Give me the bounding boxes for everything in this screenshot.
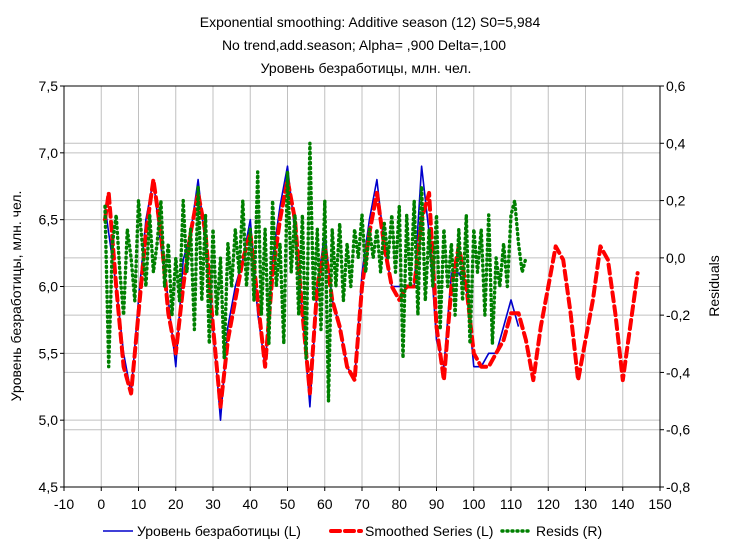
y-left-tick-label: 5,5 — [39, 345, 59, 361]
y-axis-right-label: Residuals — [706, 255, 722, 316]
legend-label: Уровень безработицы (L) — [137, 523, 301, 539]
x-tick-label: 60 — [317, 496, 333, 512]
x-tick-label: 100 — [462, 496, 486, 512]
x-tick-label: 140 — [611, 496, 635, 512]
legend-label: Smoothed Series (L) — [365, 523, 493, 539]
x-tick-label: 40 — [242, 496, 258, 512]
chart-title-line-1: Exponential smoothing: Additive season (… — [200, 14, 541, 30]
y-right-tick-label: 0,2 — [666, 193, 686, 209]
x-tick-label: 90 — [429, 496, 445, 512]
x-tick-label: 10 — [131, 496, 147, 512]
x-tick-label: 70 — [354, 496, 370, 512]
tick-layer: -10 0 10 20 30 40 50 60 70 80 90 100 110 120 130 140 150… — [39, 78, 691, 512]
y-left-tick-label: 4,5 — [39, 479, 59, 495]
x-tick-label: 80 — [391, 496, 407, 512]
chart-title: Exponential smoothing: Additive season (… — [200, 14, 541, 76]
chart-title-line-3: Уровень безработицы, млн. чел. — [261, 60, 472, 76]
y-left-tick-label: 5,0 — [39, 412, 59, 428]
y-left-tick-label: 6,5 — [39, 212, 59, 228]
x-tick-label: 130 — [574, 496, 598, 512]
x-tick-label: 150 — [648, 496, 672, 512]
y-right-tick-label: -0,6 — [666, 422, 690, 438]
x-tick-label: 50 — [280, 496, 296, 512]
y-right-tick-label: -0,4 — [666, 364, 690, 380]
y-right-tick-label: 0,0 — [666, 250, 686, 266]
series-layer — [103, 141, 640, 421]
legend-label: Resids (R) — [536, 523, 602, 539]
y-left-tick-label: 7,0 — [39, 145, 59, 161]
y-left-tick-label: 6,0 — [39, 279, 59, 295]
y-right-tick-label: -0,8 — [666, 479, 690, 495]
legend: Уровень безработицы (L) Smoothed Series (… — [103, 523, 602, 539]
y-right-tick-label: 0,6 — [666, 78, 686, 94]
x-tick-label: -10 — [54, 496, 74, 512]
x-tick-label: 110 — [500, 496, 523, 512]
y-left-tick-label: 7,5 — [39, 78, 59, 94]
x-tick-label: 30 — [205, 496, 221, 512]
y-axis-left-label: Уровень безработицы, млн. чел. — [8, 191, 24, 402]
x-tick-label: 120 — [537, 496, 561, 512]
series-line-resids-r — [103, 141, 528, 403]
chart-title-line-2: No trend,add.season; Alpha= ,900 Delta=,… — [222, 37, 506, 53]
grid-layer — [64, 86, 660, 487]
y-right-tick-label: -0,2 — [666, 307, 690, 323]
y-right-tick-label: 0,4 — [666, 135, 686, 151]
x-tick-label: 20 — [168, 496, 184, 512]
x-tick-label: 0 — [97, 496, 105, 512]
